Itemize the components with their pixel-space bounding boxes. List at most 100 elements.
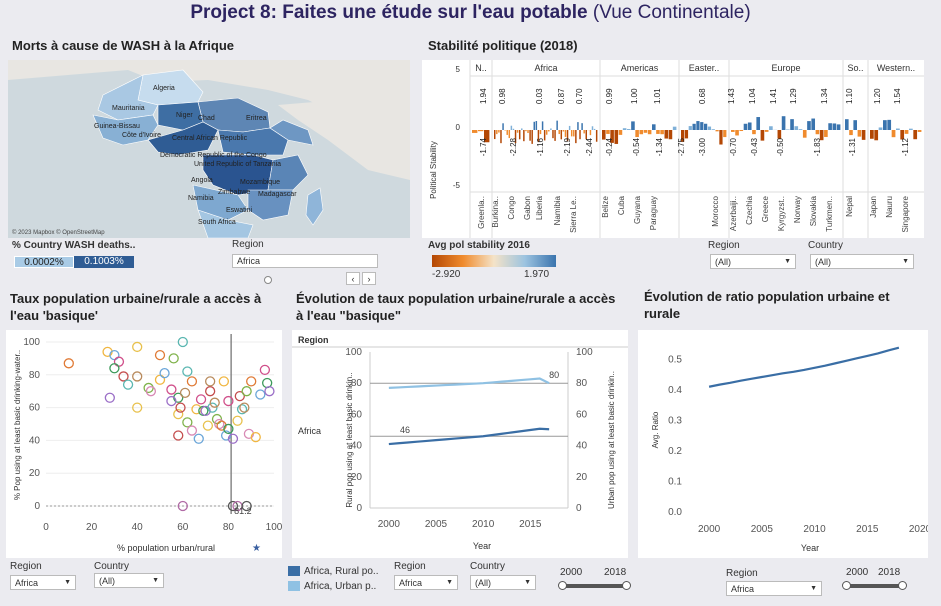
scatter-point	[209, 397, 220, 408]
ratio-chart[interactable]: Avg. Ratio Year 0.0 0.1 0.2 0.3 0.4 0.5 2000 20…	[638, 330, 932, 558]
scatter-x-tick: 60	[177, 522, 189, 533]
ratio-slider-handle-max[interactable]	[898, 581, 907, 590]
scatter-point	[109, 363, 120, 374]
ratio-y-tick: 0.5	[668, 354, 682, 365]
political-bar	[535, 121, 538, 130]
political-region-header: Americas	[621, 63, 659, 73]
political-country-tick: Cuba	[617, 195, 626, 215]
evolution-y-tick-right: 0	[576, 503, 582, 514]
political-region-value: (All)	[715, 256, 731, 267]
political-bar	[794, 126, 799, 130]
scatter-point	[132, 341, 143, 353]
political-bar	[618, 130, 623, 135]
political-bar	[845, 119, 849, 130]
scatter-point	[132, 402, 143, 413]
political-bar	[529, 130, 531, 141]
political-chart[interactable]: Political Stability 5 0 -5 N.. Africa Amer…	[422, 60, 924, 238]
page-title: Project 8: Faites une étude sur l'eau po…	[0, 2, 941, 24]
political-bar	[539, 130, 542, 135]
evolution-y-tick-right: 100	[576, 347, 593, 358]
political-bar	[652, 124, 656, 130]
political-country-tick: Norway	[793, 196, 802, 223]
map-region-slider-handle[interactable]	[264, 276, 272, 284]
scatter-point	[220, 430, 232, 441]
political-bar	[870, 130, 874, 139]
evolution-series-line	[388, 427, 550, 446]
political-bar	[696, 121, 700, 130]
political-legend-min: -2.920	[432, 269, 461, 280]
map-label-drc: Democratic Republic of the Congo	[160, 152, 267, 159]
scatter-point	[227, 500, 239, 512]
scatter-point	[182, 417, 193, 428]
scatter-point	[177, 336, 188, 348]
political-bar	[502, 123, 504, 130]
scatter-point	[154, 349, 166, 361]
scatter-svg: % Pop using at least basic drinking-wate…	[13, 334, 283, 554]
africa-map[interactable]: Algeria Mauritania Niger Chad Eritrea Gu…	[8, 60, 410, 239]
evolution-ref-rural: 46	[400, 425, 410, 435]
political-bar	[824, 130, 828, 137]
political-country-tick: Kyrgyzst..	[777, 196, 786, 231]
political-bar	[606, 130, 610, 134]
political-region-dropdown[interactable]: (All) ▼	[710, 254, 796, 269]
political-bar	[546, 130, 548, 135]
scatter-point	[227, 433, 239, 444]
scatter-point	[241, 386, 252, 397]
ratio-year-slider[interactable]	[846, 584, 904, 588]
evolution-y-tick-left: 40	[351, 441, 363, 452]
evolution-slider-handle-min[interactable]	[558, 581, 567, 590]
evolution-svg: Region Africa Rural pop using at least b…	[292, 335, 628, 551]
political-bottom-label: -1.16	[536, 137, 545, 156]
political-bar	[781, 116, 786, 130]
map-prev-button[interactable]: ‹	[346, 272, 360, 285]
map-label-zimbabwe: Zimbabwe	[218, 189, 250, 196]
scatter-country-dropdown[interactable]: (All) ▼	[94, 573, 164, 588]
ratio-region-dropdown[interactable]: Africa ▼	[726, 581, 822, 596]
ratio-slider-handle-min[interactable]	[842, 581, 851, 590]
political-country-dropdown[interactable]: (All) ▼	[810, 254, 914, 269]
political-ylabel: Political Stability	[429, 141, 438, 199]
evolution-y-tick-right: 60	[576, 409, 588, 420]
political-bottom-label: -0.24	[605, 137, 614, 156]
evolution-year-slider[interactable]	[562, 584, 628, 588]
scatter-point	[166, 395, 177, 407]
map-label-mozambique: Mozambique	[240, 179, 280, 186]
political-bar	[516, 130, 519, 133]
map-region-input[interactable]: Africa	[232, 254, 378, 268]
ratio-x-tick: 2000	[698, 524, 721, 535]
map-region-value: Africa	[237, 256, 261, 266]
map-next-button[interactable]: ›	[362, 272, 376, 285]
political-bar	[819, 130, 824, 141]
scatter-chart[interactable]: % Pop using at least basic drinking-wate…	[6, 330, 283, 558]
evolution-slider-handle-max[interactable]	[622, 581, 631, 590]
evolution-y-tick-left: 60	[351, 409, 363, 420]
map-label-tanzania: United Republic of Tanzania	[194, 161, 281, 168]
evolution-y-tick-right: 40	[576, 441, 588, 452]
political-bar	[756, 117, 761, 130]
political-country-tick: Morocco	[711, 195, 720, 226]
evolution-country-dropdown[interactable]: (All) ▼	[470, 575, 536, 590]
political-bar	[857, 130, 862, 137]
scatter-x-tick: 80	[223, 522, 235, 533]
chevron-down-icon: ▼	[152, 577, 159, 584]
scatter-point	[200, 405, 211, 417]
evolution-region-label: Region	[394, 561, 426, 572]
political-bottom-label: -1.74	[479, 137, 488, 156]
political-bar	[472, 130, 478, 133]
evolution-region-dropdown[interactable]: Africa ▼	[394, 575, 458, 590]
political-bar	[832, 123, 837, 130]
political-bar	[577, 122, 579, 130]
scatter-region-dropdown[interactable]: Africa ▼	[10, 575, 76, 590]
evolution-chart[interactable]: Region Africa Rural pop using at least b…	[292, 330, 628, 558]
political-bottom-label: -3.00	[698, 137, 707, 156]
political-bar	[573, 130, 575, 137]
pin-icon[interactable]: ★	[252, 543, 261, 554]
political-bar	[656, 130, 660, 134]
evolution-country-value: (All)	[475, 577, 491, 588]
evolution-ylabel-left: Rural pop using at least basic drinkin..	[345, 372, 354, 507]
political-bar	[811, 118, 816, 130]
west-africa-shape	[92, 114, 159, 146]
evolution-country-label: Country	[470, 561, 506, 572]
political-country-tick: Singapore	[901, 195, 910, 232]
political-bar	[735, 130, 739, 136]
